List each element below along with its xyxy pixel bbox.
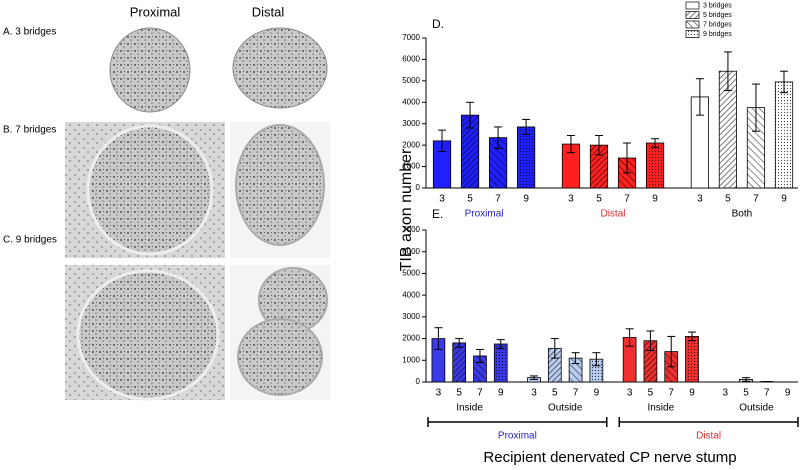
bar-hatch xyxy=(589,359,603,382)
x-tick-label: 7 xyxy=(495,194,501,205)
x-tick-label: 3 xyxy=(531,388,537,399)
x-axis-title: Recipient denervated CP nerve stump xyxy=(483,449,736,466)
group-label: Proximal xyxy=(465,209,504,220)
x-tick-label: 9 xyxy=(523,194,529,205)
bar-hatch xyxy=(590,145,608,188)
legend-swatch-hatch xyxy=(686,21,699,28)
bar-hatch xyxy=(775,81,793,188)
bar-hatch xyxy=(685,336,699,382)
nerve xyxy=(86,124,214,256)
legend-swatch xyxy=(685,1,700,10)
y-tick-label: 1000 xyxy=(402,162,420,171)
row-label: A. 3 bridges xyxy=(3,27,56,38)
nerve xyxy=(232,27,328,109)
nerve xyxy=(76,269,220,401)
x-tick-label: 5 xyxy=(467,194,473,205)
micrographs: Proximal Distal A. 3 bridges B. 7 bridge… xyxy=(3,4,345,401)
column-label: Distal xyxy=(252,4,285,19)
y-tick-label: 5000 xyxy=(402,269,420,278)
x-tick-label: 7 xyxy=(668,388,674,399)
y-tick-label: 3000 xyxy=(402,312,420,321)
x-tick-label: 3 xyxy=(722,388,728,399)
bar-hatch xyxy=(461,115,479,188)
y-tick-label: 2000 xyxy=(402,334,420,343)
bar-hatch xyxy=(569,358,583,382)
x-tick-label: 3 xyxy=(436,388,442,399)
x-tick-label: 7 xyxy=(573,388,579,399)
x-tick-label: 3 xyxy=(627,388,633,399)
y-tick-label: 2000 xyxy=(402,140,420,149)
y-tick-label: 4000 xyxy=(402,290,420,299)
row-label: B. 7 bridges xyxy=(3,125,56,136)
bracket-label: Distal xyxy=(696,431,721,442)
nerve xyxy=(237,318,323,396)
y-tick-label: 6000 xyxy=(402,55,420,64)
y-tick-label: 7000 xyxy=(402,33,420,42)
group-label: Outside xyxy=(739,403,774,414)
bar-hatch xyxy=(489,137,507,188)
x-tick-label: 5 xyxy=(552,388,558,399)
nerve xyxy=(109,27,191,113)
y-tick-label: 5000 xyxy=(402,76,420,85)
x-tick-label: 9 xyxy=(594,388,600,399)
x-tick-label: 5 xyxy=(648,388,654,399)
bar-hatch xyxy=(747,107,765,188)
x-tick-label: 9 xyxy=(689,388,695,399)
x-tick-label: 5 xyxy=(456,388,462,399)
legend-label: 7 bridges xyxy=(703,21,732,28)
column-label: Proximal xyxy=(130,4,181,19)
y-tick-label: 4000 xyxy=(402,97,420,106)
nerve xyxy=(235,124,325,246)
x-tick-label: 9 xyxy=(652,194,658,205)
x-tick-label: 3 xyxy=(568,194,574,205)
x-tick-label: 7 xyxy=(753,194,759,205)
legend-label: 5 bridges xyxy=(703,12,732,19)
bar-hatch xyxy=(643,340,657,382)
x-tick-label: 5 xyxy=(596,194,602,205)
bar-hatch xyxy=(452,342,466,382)
group-label: Inside xyxy=(647,403,674,414)
y-tick-label: 1000 xyxy=(402,355,420,364)
y-tick-label: 3000 xyxy=(402,119,420,128)
group-label: Outside xyxy=(548,403,583,414)
bracket-label: Proximal xyxy=(498,431,537,442)
bar-hatch xyxy=(517,126,535,188)
legend-label: 3 bridges xyxy=(703,2,732,9)
y-tick-label: 7000 xyxy=(402,225,420,234)
legend-swatch-hatch xyxy=(686,11,699,19)
x-tick-label: 3 xyxy=(439,194,445,205)
group-label: Both xyxy=(732,209,753,220)
x-tick-label: 7 xyxy=(477,388,483,399)
bar-hatch xyxy=(719,71,737,188)
bar-hatch xyxy=(646,143,664,188)
group-label: Distal xyxy=(600,209,625,220)
panel-label: E. xyxy=(432,207,443,221)
x-tick-label: 3 xyxy=(697,194,703,205)
panel-label: D. xyxy=(432,17,444,31)
group-label: Inside xyxy=(456,403,483,414)
bar-hatch xyxy=(494,344,508,382)
y-tick-label: 0 xyxy=(416,377,421,386)
x-tick-label: 5 xyxy=(725,194,731,205)
row-label: C. 9 bridges xyxy=(3,235,57,246)
y-tick-label: 0 xyxy=(416,183,421,192)
legend-swatch-hatch xyxy=(686,30,699,38)
x-tick-label: 7 xyxy=(764,388,770,399)
bar-hatch xyxy=(548,348,562,382)
y-axis-title: TIB axon number xyxy=(398,148,415,271)
x-tick-label: 5 xyxy=(743,388,749,399)
y-tick-label: 6000 xyxy=(402,247,420,256)
x-tick-label: 9 xyxy=(781,194,787,205)
x-tick-label: 7 xyxy=(624,194,630,205)
x-tick-label: 9 xyxy=(785,388,791,399)
legend-label: 9 bridges xyxy=(703,31,732,38)
x-tick-label: 9 xyxy=(498,388,504,399)
